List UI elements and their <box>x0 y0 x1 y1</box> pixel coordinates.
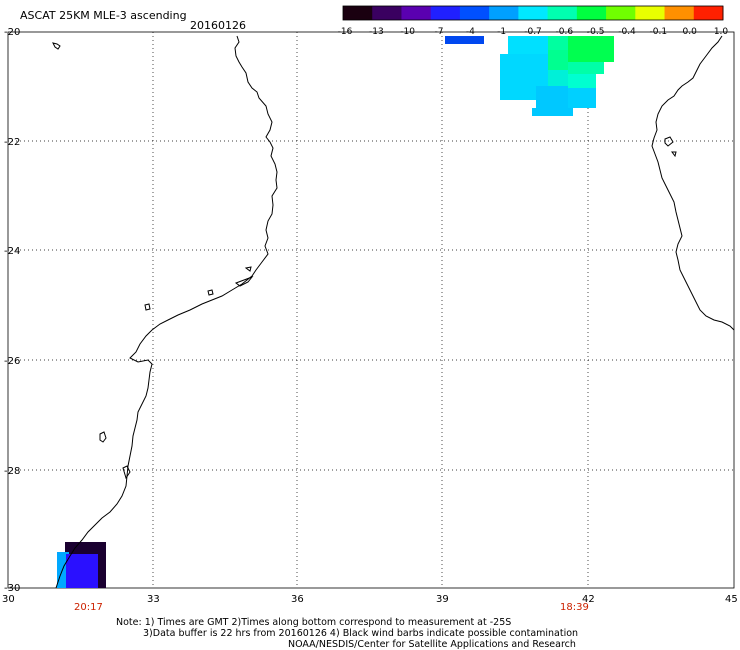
note-line-2: 3)Data buffer is 22 hrs from 20160126 4)… <box>143 628 578 639</box>
y-axis-labels: -20 -22 -24 -26 -28 -30 <box>4 27 20 594</box>
map-title: ASCAT 25KM MLE-3 ascending <box>20 9 187 22</box>
colorbar-cell <box>576 6 607 20</box>
data-swath-north <box>445 36 614 116</box>
note-line-3: NOAA/NESDIS/Center for Satellite Applica… <box>288 639 576 650</box>
footnotes: Note: 1) Times are GMT 2)Times along bot… <box>116 617 578 650</box>
data-swath-south <box>57 542 106 588</box>
y-tick-label: -24 <box>4 246 20 257</box>
colorbar-cell <box>489 6 519 20</box>
x-tick-label: 42 <box>582 594 595 605</box>
colorbar-cell <box>606 6 636 20</box>
y-tick-label: -22 <box>4 137 20 148</box>
pass-time-second: 18:39 <box>560 602 589 613</box>
y-tick-label: -30 <box>4 583 20 594</box>
colorbar-cell <box>343 6 373 20</box>
x-tick-label: 39 <box>436 594 449 605</box>
x-tick-label: 30 <box>2 594 15 605</box>
note-line-1: Note: 1) Times are GMT 2)Times along bot… <box>116 617 511 628</box>
colorbar-cell <box>459 6 490 20</box>
map-date: 20160126 <box>190 19 246 32</box>
plot-frame <box>7 31 735 589</box>
colorbar-cell <box>635 6 666 20</box>
x-axis-labels: 30 33 36 39 42 45 <box>2 594 738 605</box>
pass-time-first: 20:17 <box>74 602 103 613</box>
colorbar-cell <box>693 6 724 20</box>
y-tick-label: -26 <box>4 356 20 367</box>
coastline <box>52 35 735 589</box>
x-tick-label: 45 <box>725 594 738 605</box>
colorbar-cell <box>547 6 578 20</box>
colorbar-cell <box>372 6 402 20</box>
y-tick-label: -20 <box>4 27 20 38</box>
colorbar-cell <box>401 6 432 20</box>
y-tick-label: -28 <box>4 466 20 477</box>
x-tick-label: 33 <box>147 594 160 605</box>
colorbar-cell <box>430 6 461 20</box>
colorbar-cell <box>518 6 549 20</box>
colorbar-cell <box>664 6 695 20</box>
x-tick-label: 36 <box>291 594 304 605</box>
